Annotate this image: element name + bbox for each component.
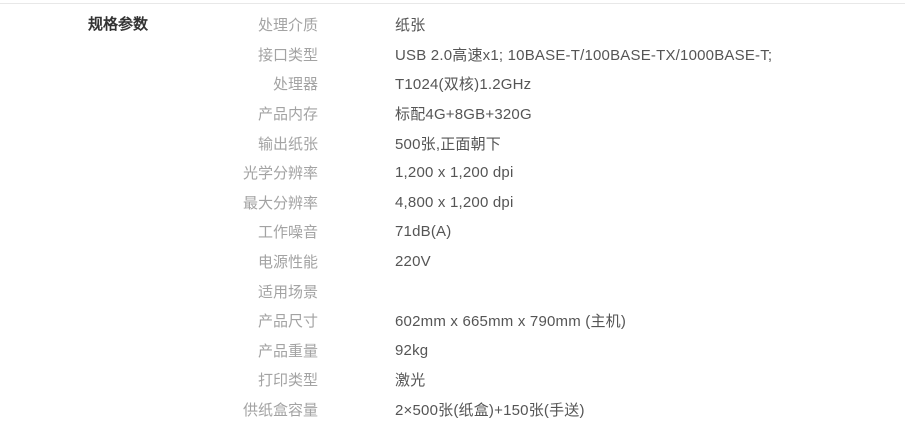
- spec-label: 输出纸张: [257, 135, 318, 153]
- spec-value: 602mm x 665mm x 790mm (主机): [395, 313, 627, 331]
- spec-value: 标配4G+8GB+320G: [395, 106, 532, 124]
- spec-value: 500张,正面朝下: [395, 135, 501, 153]
- spec-value: 92kg: [395, 341, 429, 359]
- spec-label: 产品尺寸: [257, 313, 318, 331]
- spec-row: 工作噪音 71dB(A): [0, 217, 912, 247]
- spec-row: 打印类型 激光: [0, 365, 912, 395]
- spec-label: 最大分辨率: [242, 194, 318, 212]
- spec-row: 输出纸张 500张,正面朝下: [0, 128, 912, 158]
- spec-value: 1,200 x 1,200 dpi: [395, 164, 514, 182]
- spec-row: 接口类型 USB 2.0高速x1; 10BASE-T/100BASE-TX/10…: [0, 40, 912, 70]
- spec-label: 处理器: [272, 76, 318, 94]
- spec-row: 产品内存 标配4G+8GB+320G: [0, 99, 912, 129]
- spec-row: 产品尺寸 602mm x 665mm x 790mm (主机): [0, 306, 912, 336]
- spec-row: 产品重量 92kg: [0, 336, 912, 366]
- spec-label: 处理介质: [257, 17, 318, 35]
- spec-value: T1024(双核)1.2GHz: [395, 76, 532, 94]
- spec-value: 4,800 x 1,200 dpi: [395, 193, 514, 211]
- spec-row: 光学分辨率 1,200 x 1,200 dpi: [0, 158, 912, 188]
- section-title: 规格参数: [88, 16, 149, 33]
- spec-value: 激光: [395, 372, 426, 390]
- spec-label: 工作噪音: [257, 224, 318, 242]
- spec-label: 接口类型: [257, 46, 318, 64]
- spec-table: 处理介质 纸张 接口类型 USB 2.0高速x1; 10BASE-T/100BA…: [0, 10, 912, 424]
- spec-value: 2×500张(纸盒)+150张(手送): [395, 402, 585, 420]
- top-divider: [0, 3, 905, 4]
- spec-label: 产品内存: [257, 106, 318, 124]
- spec-value: 71dB(A): [395, 223, 452, 241]
- spec-row: 处理器 T1024(双核)1.2GHz: [0, 69, 912, 99]
- spec-value: 220V: [395, 253, 431, 271]
- spec-label: 适用场景: [257, 283, 318, 301]
- spec-label: 电源性能: [257, 254, 318, 272]
- spec-row: 适用场景: [0, 276, 912, 306]
- spec-row: 电源性能 220V: [0, 247, 912, 277]
- spec-label: 产品重量: [257, 342, 318, 360]
- spec-value: USB 2.0高速x1; 10BASE-T/100BASE-TX/1000BAS…: [395, 46, 773, 64]
- spec-value: 纸张: [395, 17, 426, 35]
- spec-row: 最大分辨率 4,800 x 1,200 dpi: [0, 188, 912, 218]
- spec-label: 打印类型: [257, 372, 318, 390]
- spec-row: 供纸盒容量 2×500张(纸盒)+150张(手送): [0, 395, 912, 425]
- spec-label: 供纸盒容量: [242, 402, 318, 420]
- spec-row: 处理介质 纸张: [0, 10, 912, 40]
- spec-label: 光学分辨率: [242, 165, 318, 183]
